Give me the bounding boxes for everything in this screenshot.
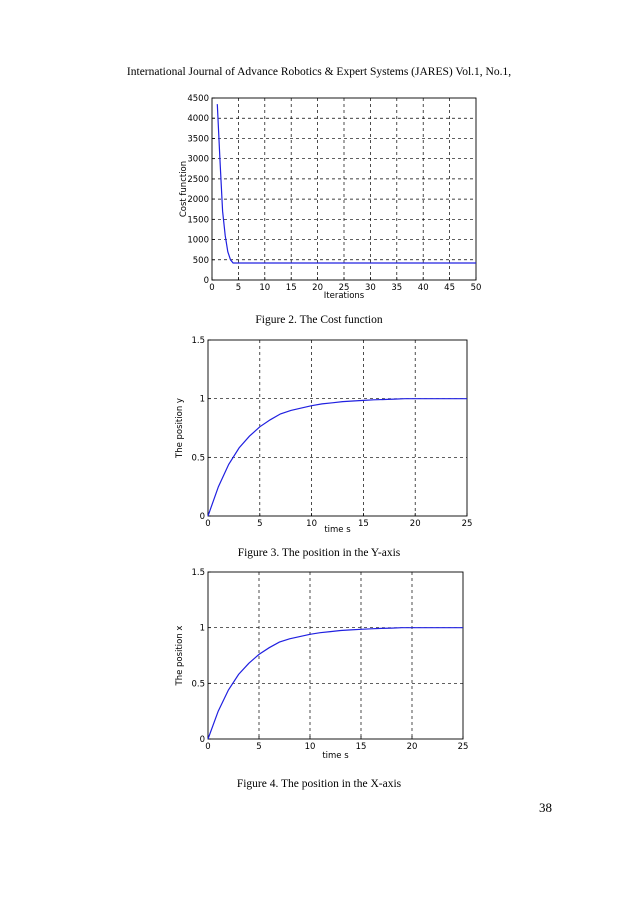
y-tick-label: 1000: [187, 236, 209, 246]
x-tick-label: 35: [391, 283, 402, 293]
y-tick-label: 0: [200, 735, 205, 745]
x-tick-label: 5: [257, 519, 262, 529]
y-tick-label: 0: [200, 512, 205, 522]
x-tick-label: 15: [286, 283, 297, 293]
x-tick-label: 50: [471, 283, 482, 293]
series-line: [216, 104, 476, 264]
y-tick-label: 1.5: [191, 336, 205, 346]
x-tick-label: 20: [407, 742, 418, 752]
y-tick-label: 1500: [187, 215, 209, 225]
y-tick-label: 500: [193, 256, 209, 266]
cost-function-chart: 0 5 10 15 20 25 30 35 40 45 5005001000150020002500…: [179, 94, 482, 301]
x-axis-label: time s: [322, 751, 349, 761]
x-tick-label: 45: [444, 283, 455, 293]
x-tick-label: 15: [356, 742, 367, 752]
figure-2-caption: Figure 2. The Cost function: [255, 314, 383, 326]
x-tick-label: 20: [312, 283, 323, 293]
y-tick-label: 2500: [187, 175, 209, 185]
x-tick-label: 0: [209, 283, 214, 293]
plot-frame: [207, 339, 468, 517]
x-axis-label: time s: [324, 525, 351, 535]
y-tick-label: 4000: [187, 114, 209, 124]
x-tick-label: 5: [236, 283, 241, 293]
figure-cost-function: 0 5 10 15 20 25 30 35 40 45 50 0 500 1000 1500 2000 2500…: [0, 86, 638, 316]
position-y-chart: 0 5 10 15 20 25 0 0.5 1 1.5 time s The position y: [175, 336, 473, 535]
figure-position-x: 0 5 10 15 20 25 0 0.5 1 1.5 time s The position x: [0, 562, 638, 777]
position-x-chart: 0 5 10 15 20 25 0 0.5 1 1.5 time s The position x: [175, 568, 469, 761]
page-number: 38: [539, 800, 552, 815]
x-tick-label: 10: [306, 519, 317, 529]
x-tick-label: 10: [305, 742, 316, 752]
x-tick-label: 0: [205, 519, 210, 529]
y-axis-label: The position y: [175, 398, 185, 459]
x-tick-label: 10: [259, 283, 270, 293]
figure-3-caption: Figure 3. The position in the Y-axis: [237, 547, 401, 559]
x-tick-label: 15: [358, 519, 369, 529]
series-line: [207, 627, 463, 740]
y-tick-label: 1: [200, 624, 205, 634]
y-tick-label: 4500: [187, 94, 209, 104]
y-tick-label: 0: [204, 276, 209, 286]
running-header: International Journal of Advance Robotic…: [126, 66, 512, 78]
plot-frame: [207, 571, 464, 740]
x-tick-label: 25: [458, 742, 469, 752]
y-tick-label: 3500: [187, 134, 209, 144]
x-tick-label: 5: [256, 742, 261, 752]
x-tick-label: 40: [418, 283, 429, 293]
x-tick-label: 0: [205, 742, 210, 752]
y-tick-label: 1.5: [191, 568, 205, 578]
y-tick-label: 1: [200, 395, 205, 405]
x-tick-label: 20: [410, 519, 421, 529]
figure-position-y: 0 5 10 15 20 25 0 0.5 1 1.5 time s The position y: [0, 328, 638, 538]
series-line: [207, 398, 467, 517]
y-tick-label: 3000: [187, 155, 209, 165]
y-tick-label: 0.5: [191, 453, 205, 463]
y-tick-label: 0.5: [191, 679, 205, 689]
y-axis-label: The position x: [175, 626, 185, 687]
figure-4-caption: Figure 4. The position in the X-axis: [236, 778, 402, 790]
y-axis-label: Cost function: [179, 161, 189, 217]
x-tick-label: 25: [462, 519, 473, 529]
y-tick-label: 2000: [187, 195, 209, 205]
x-axis-label: Iterations: [324, 291, 365, 301]
x-tick-label: 25: [339, 283, 350, 293]
x-tick-label: 30: [365, 283, 376, 293]
